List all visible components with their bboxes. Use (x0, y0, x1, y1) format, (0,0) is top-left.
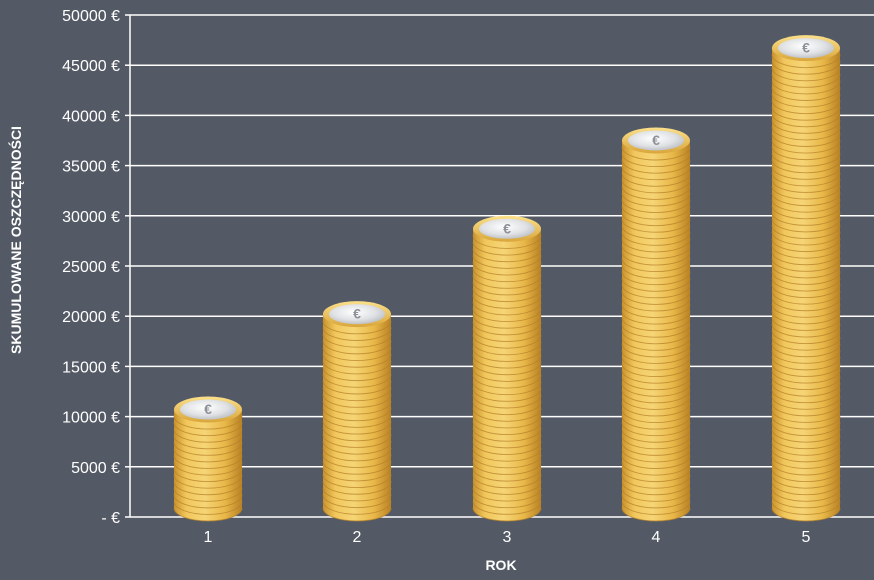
y-tick-label: 5000 € (71, 460, 120, 477)
x-tick-label: 4 (652, 529, 661, 546)
x-axis-ticks: 1 2 3 4 5 (204, 529, 811, 546)
y-axis-ticks: - € 5000 € 10000 € 15000 € 20000 € 25000 € 300… (62, 8, 131, 527)
x-axis-title: ROK (485, 557, 516, 573)
y-tick-label: 35000 € (62, 159, 120, 176)
svg-text:€: € (353, 306, 361, 322)
svg-text:€: € (503, 220, 511, 236)
y-tick-label: 20000 € (62, 309, 120, 326)
coin-stack-bar: € (322, 301, 392, 522)
y-tick-label: 30000 € (62, 209, 120, 226)
svg-text:€: € (652, 132, 660, 148)
svg-text:€: € (204, 401, 212, 417)
coin-stacks: € € € € € (173, 35, 841, 522)
svg-text:€: € (802, 40, 810, 56)
x-tick-label: 5 (802, 529, 811, 546)
y-tick-label: 15000 € (62, 359, 120, 376)
y-tick-label: 45000 € (62, 58, 120, 75)
x-tick-label: 3 (503, 529, 512, 546)
coin-stack-bar: € (173, 396, 243, 522)
y-tick-label: - € (101, 510, 120, 527)
x-tick-label: 1 (204, 529, 213, 546)
y-tick-label: 50000 € (62, 8, 120, 25)
y-tick-label: 25000 € (62, 259, 120, 276)
y-tick-label: 10000 € (62, 410, 120, 427)
y-axis-title: SKUMULOWANE OSZCZĘDNOŚCI (7, 126, 24, 354)
x-tick-label: 2 (353, 529, 362, 546)
coin-stack-bar: € (621, 127, 691, 522)
coin-stack-bar: € (771, 35, 841, 522)
y-tick-label: 40000 € (62, 108, 120, 125)
coin-stack-bar: € (472, 215, 542, 522)
